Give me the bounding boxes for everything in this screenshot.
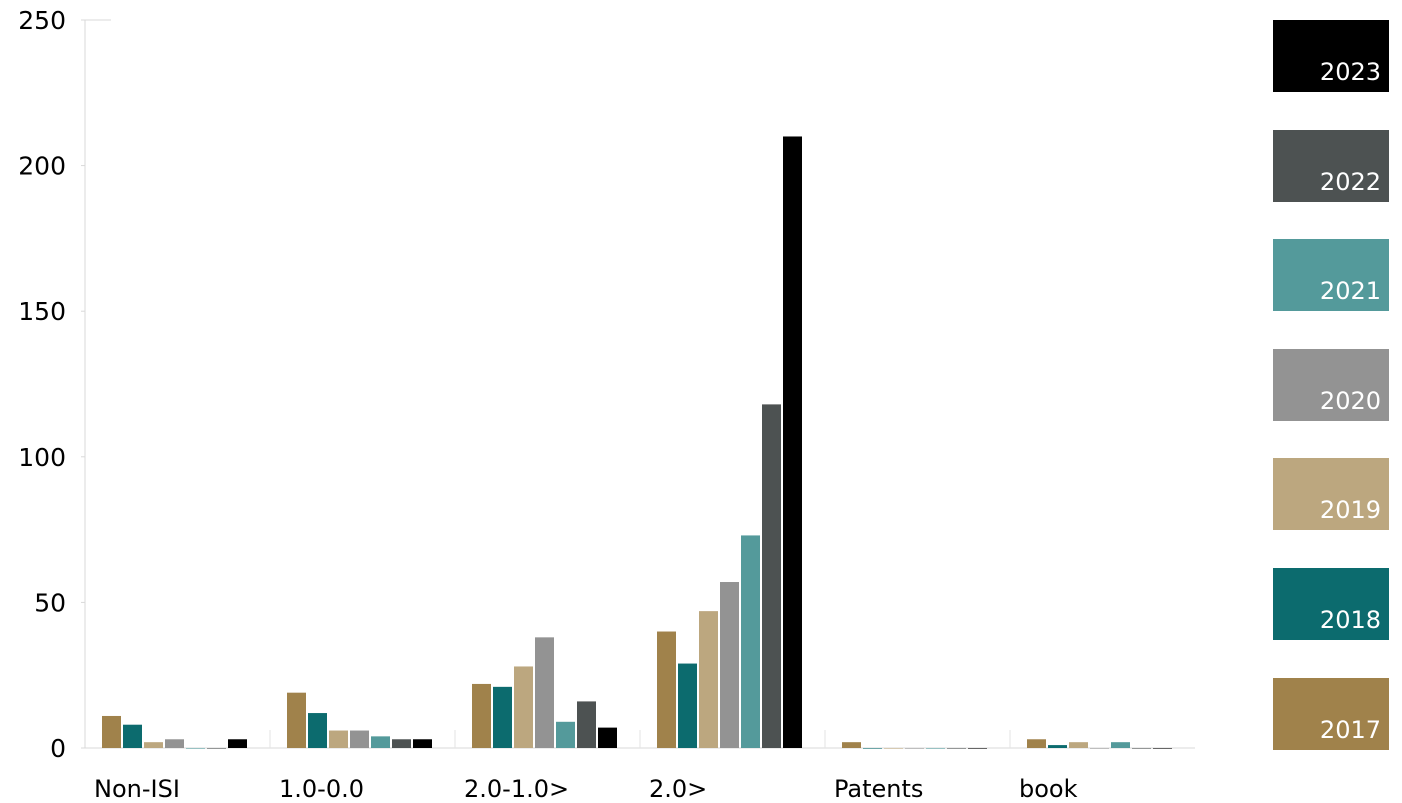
x-axis-categories: Non-ISI 1.0-0.0 2.0-1.0> 2.0> Patents book [94, 730, 1078, 803]
y-tick-label: 50 [34, 588, 66, 617]
legend-item-2022: 2022 [1273, 129, 1389, 202]
bar-2020-3 [720, 582, 739, 748]
bar-2023-0 [228, 739, 247, 748]
bar-2017-4 [842, 742, 861, 748]
bar-2019-5 [1069, 742, 1088, 748]
bar-2023-2 [598, 727, 617, 748]
bar-2017-1 [287, 692, 306, 748]
bar-2018-1 [308, 713, 327, 748]
bar-2022-3 [762, 404, 781, 748]
bar-2017-0 [102, 715, 121, 748]
y-tick-label: 250 [18, 6, 66, 35]
legend-item-2021: 2021 [1273, 239, 1389, 312]
bar-2020-0 [165, 739, 184, 748]
bar-2021-5 [1111, 742, 1130, 748]
legend-item-2019: 2019 [1273, 458, 1389, 531]
legend-label: 2022 [1319, 167, 1381, 196]
bar-2022-4 [947, 748, 966, 749]
bar-2019-4 [884, 748, 903, 749]
x-category-label: 1.0-0.0 [279, 775, 364, 803]
y-tick-label: 150 [18, 297, 66, 326]
bar-2021-1 [371, 736, 390, 748]
bar-2017-2 [472, 683, 491, 748]
bar-2021-0 [186, 748, 205, 749]
bar-2019-1 [329, 730, 348, 748]
x-category-label: book [1019, 775, 1078, 803]
legend-label: 2017 [1319, 715, 1381, 744]
legend-item-2020: 2020 [1273, 348, 1389, 421]
bar-2020-2 [535, 637, 554, 748]
legend-label: 2019 [1319, 496, 1381, 525]
bar-2018-5 [1048, 745, 1067, 748]
bar-2019-2 [514, 666, 533, 748]
legend-item-2018: 2018 [1273, 568, 1389, 640]
bar-2023-5 [1153, 748, 1172, 749]
x-category-label: Non-ISI [94, 775, 180, 803]
legend-label: 2021 [1319, 277, 1381, 306]
bar-2022-0 [207, 748, 226, 749]
bar-2021-3 [741, 535, 760, 748]
bar-2019-0 [144, 742, 163, 748]
bar-2023-4 [968, 748, 987, 749]
y-tick-label: 100 [18, 443, 66, 472]
y-tick-label: 200 [18, 152, 66, 181]
x-category-label: 2.0-1.0> [464, 775, 569, 803]
bar-2021-4 [926, 748, 945, 749]
bar-2021-2 [556, 721, 575, 748]
bar-2022-1 [392, 739, 411, 748]
bar-2018-0 [123, 724, 142, 748]
bar-2020-1 [350, 730, 369, 748]
bar-2023-3 [783, 136, 802, 749]
bar-2023-1 [413, 739, 432, 748]
x-category-label: Patents [834, 775, 923, 803]
legend-label: 2023 [1319, 58, 1381, 86]
y-tick-label: 0 [50, 734, 66, 763]
x-category-label: 2.0> [649, 775, 707, 803]
bar-2019-3 [699, 611, 718, 748]
y-axis-ticks: 0 50 100 150 200 250 [18, 6, 85, 763]
bar-2018-4 [863, 748, 882, 749]
bar-2020-5 [1090, 748, 1109, 749]
bar-2018-3 [678, 663, 697, 748]
axes [84, 19, 1195, 749]
legend-item-2023: 2023 [1273, 20, 1389, 92]
bar-2017-3 [657, 631, 676, 748]
legend-label: 2020 [1319, 386, 1381, 415]
legend-label: 2018 [1319, 606, 1381, 634]
bar-2022-2 [577, 701, 596, 748]
bar-2017-5 [1027, 739, 1046, 748]
legend-item-2017: 2017 [1273, 677, 1389, 750]
bars [102, 136, 1172, 749]
bar-2018-2 [493, 686, 512, 748]
bar-2022-5 [1132, 748, 1151, 749]
bar-2020-4 [905, 748, 924, 749]
